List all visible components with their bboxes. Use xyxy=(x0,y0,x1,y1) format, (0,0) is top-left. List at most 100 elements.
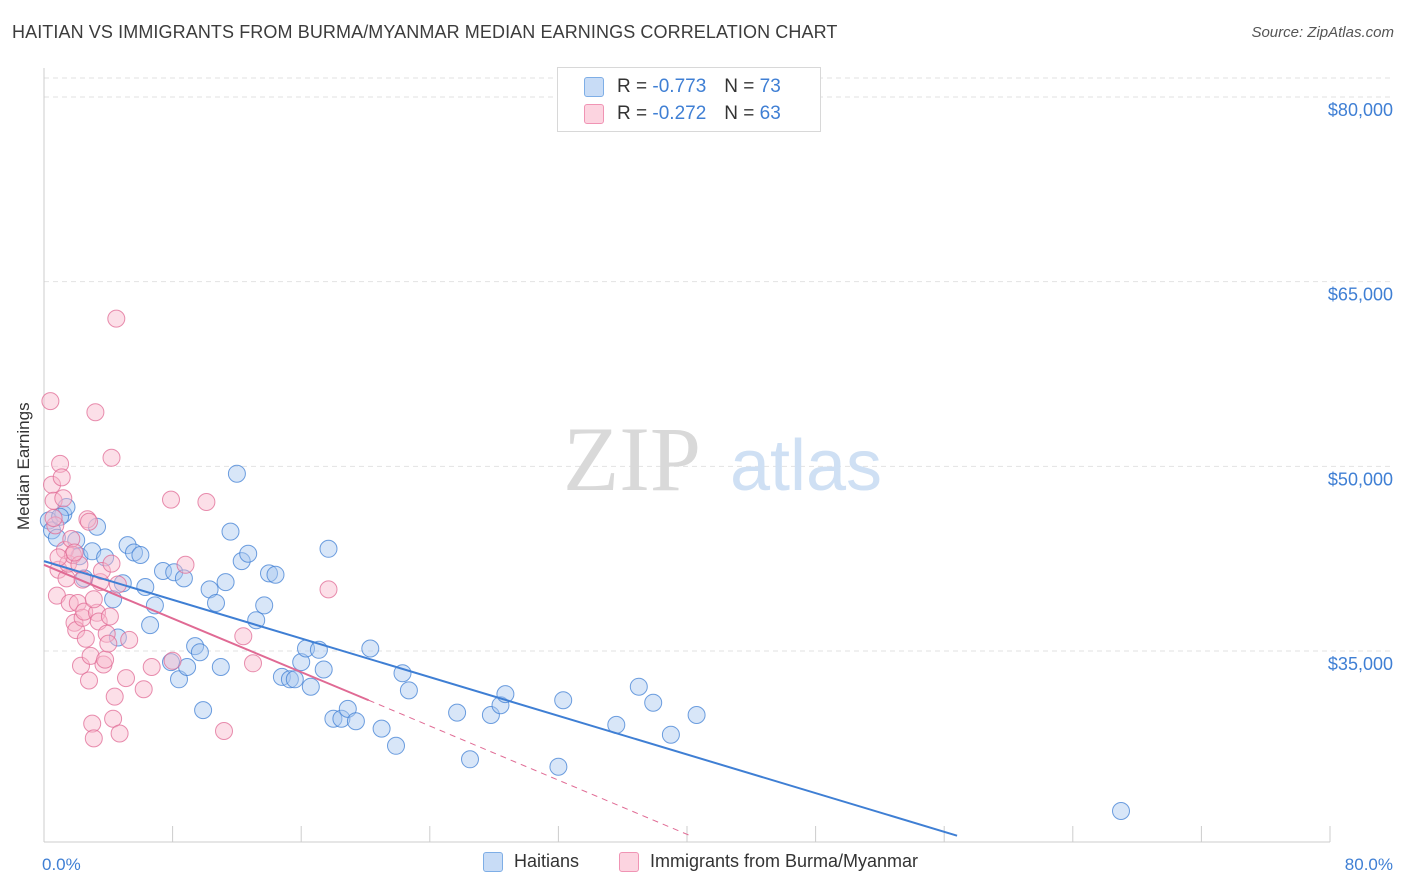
point-haitians xyxy=(260,564,278,583)
watermark-zip: ZIP xyxy=(563,408,701,510)
point-burma xyxy=(84,729,103,748)
point-haitians xyxy=(207,594,225,612)
y-tick-label: $80,000 xyxy=(1328,100,1393,120)
chart-title: HAITIAN VS IMMIGRANTS FROM BURMA/MYANMAR… xyxy=(12,22,838,42)
point-burma xyxy=(96,650,115,669)
point-burma xyxy=(76,629,95,648)
point-burma xyxy=(244,654,262,673)
point-burma xyxy=(163,651,182,670)
point-burma xyxy=(41,392,60,411)
legend-r-label: R = xyxy=(617,76,648,97)
point-haitians xyxy=(280,670,299,689)
point-haitians xyxy=(554,691,573,710)
point-burma xyxy=(80,512,98,531)
point-burma xyxy=(102,554,121,573)
point-burma xyxy=(72,656,90,675)
point-burma xyxy=(319,580,338,599)
point-burma xyxy=(43,475,61,494)
legend-row-haitians: R = -0.773 N = 73 xyxy=(584,75,781,99)
point-burma xyxy=(102,448,121,467)
point-haitians xyxy=(346,712,365,731)
point-burma xyxy=(197,493,216,511)
point-haitians xyxy=(314,660,333,679)
legend-n-label: N = xyxy=(724,76,755,97)
point-haitians xyxy=(227,464,246,483)
y-tick-label: $50,000 xyxy=(1328,469,1393,489)
point-burma xyxy=(142,658,161,676)
x-tick-label: 0.0% xyxy=(42,855,81,874)
point-burma xyxy=(80,671,98,690)
point-burma xyxy=(110,724,129,743)
y-tick-label: $65,000 xyxy=(1328,285,1393,305)
watermark-atlas: atlas xyxy=(730,426,882,506)
legend-n-value-haitians: 73 xyxy=(759,76,781,97)
point-burma xyxy=(215,722,233,740)
point-haitians xyxy=(481,706,500,724)
point-burma xyxy=(65,543,84,562)
y-tick-label: $35,000 xyxy=(1328,654,1393,674)
trend-line-burma-extension xyxy=(368,699,691,837)
point-burma xyxy=(83,714,102,733)
point-haitians xyxy=(255,596,274,615)
point-burma xyxy=(105,687,124,706)
point-haitians xyxy=(232,552,251,571)
point-haitians xyxy=(186,637,205,656)
point-burma xyxy=(62,530,81,548)
point-haitians xyxy=(549,757,568,776)
point-haitians xyxy=(285,670,304,689)
series-label-haitians: Haitians xyxy=(514,851,580,871)
point-haitians xyxy=(448,703,467,722)
point-haitians xyxy=(461,750,479,769)
point-haitians xyxy=(332,709,351,728)
series-legend-burma[interactable]: Immigrants from Burma/Myanmar xyxy=(619,851,918,872)
correlation-legend: R = -0.773 N = 73 R = -0.272 N = 63 xyxy=(557,67,821,132)
point-burma xyxy=(100,607,119,626)
point-burma xyxy=(104,709,123,728)
point-haitians xyxy=(361,639,380,658)
point-burma xyxy=(234,627,253,646)
point-haitians xyxy=(211,658,230,676)
point-haitians xyxy=(319,539,338,558)
point-haitians xyxy=(266,565,285,584)
point-burma xyxy=(120,630,139,649)
point-haitians xyxy=(51,507,70,526)
legend-swatch-haitians xyxy=(584,77,604,97)
point-haitians xyxy=(629,677,648,696)
point-burma xyxy=(81,646,100,665)
point-haitians xyxy=(687,706,706,724)
point-haitians xyxy=(118,536,137,555)
point-burma xyxy=(99,634,118,653)
legend-n-value-burma: 63 xyxy=(759,103,781,124)
point-haitians xyxy=(131,546,150,564)
point-haitians xyxy=(165,563,184,582)
point-haitians xyxy=(292,653,311,672)
point-burma xyxy=(44,509,63,527)
point-haitians xyxy=(372,719,391,738)
legend-n-label: N = xyxy=(724,103,755,124)
point-haitians xyxy=(491,696,510,715)
point-haitians xyxy=(190,643,209,662)
point-burma xyxy=(75,602,94,621)
legend-r-label: R = xyxy=(617,103,648,124)
watermark: ZIP atlas xyxy=(563,408,882,510)
point-burma xyxy=(73,570,92,589)
point-haitians xyxy=(141,616,160,635)
point-haitians xyxy=(387,736,405,755)
legend-swatch-burma xyxy=(584,104,604,124)
point-burma xyxy=(84,590,103,609)
point-burma xyxy=(134,680,153,699)
point-burma xyxy=(86,403,105,422)
series-swatch-burma xyxy=(619,851,639,872)
point-burma xyxy=(108,575,127,594)
point-haitians xyxy=(108,628,127,647)
point-burma xyxy=(107,309,126,328)
point-burma xyxy=(162,490,180,509)
tick-labels: $35,000 $50,000 $65,000 $80,000 0.0% 80.0% xyxy=(42,100,1393,874)
point-burma xyxy=(117,669,135,688)
point-haitians xyxy=(644,693,663,712)
point-haitians xyxy=(661,725,680,744)
point-burma xyxy=(176,555,195,574)
axes xyxy=(43,68,1331,843)
series-legend-haitians[interactable]: Haitians xyxy=(483,851,579,872)
x-tick-label: 80.0% xyxy=(1345,855,1393,874)
